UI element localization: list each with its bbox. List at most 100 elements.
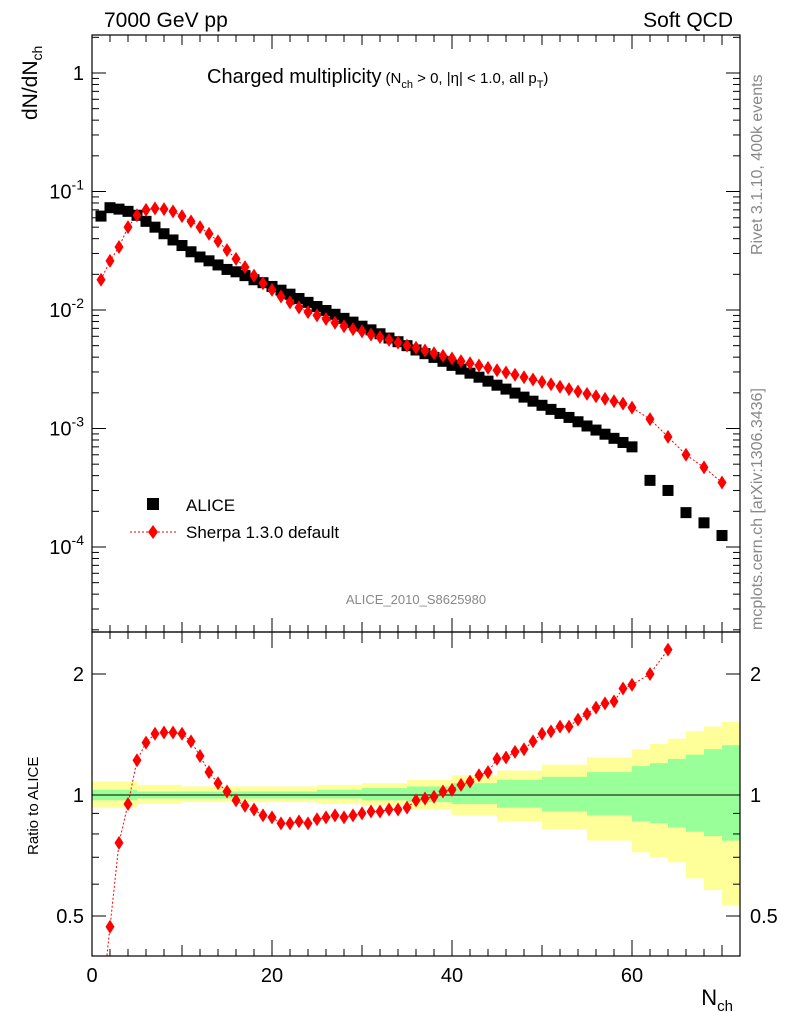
alice-point [572, 416, 584, 428]
sherpa-point [537, 374, 547, 389]
ratio-point [195, 749, 205, 764]
ratio-point [285, 816, 295, 831]
sherpa-point [645, 412, 655, 427]
alice-point [176, 240, 188, 252]
sherpa-point [699, 460, 709, 475]
ratio-point [97, 1004, 106, 1018]
ratio-panel: Ratio to ALICE Nch 0 20 40 60 0.5 0.5 1 1 2 2 [25, 631, 778, 1018]
alice-point [680, 507, 692, 519]
alice-point [149, 221, 161, 233]
sherpa-point [366, 327, 376, 342]
legend-marker-alice [147, 498, 159, 510]
sherpa-point [681, 447, 691, 462]
ratio-point [600, 696, 610, 711]
ratio-ytick-label-right: 0.5 [750, 906, 778, 928]
sherpa-point [492, 363, 502, 378]
sherpa-point [465, 356, 475, 371]
ratio-point [330, 808, 340, 823]
alice-point [113, 203, 125, 215]
band-stat [587, 772, 632, 816]
alice-point [203, 255, 215, 267]
mcplots-label: mcplots.cern.ch [arXiv:1306.3436] [749, 388, 766, 630]
ratio-point [384, 802, 394, 817]
sherpa-point [249, 268, 259, 283]
sherpa-point [438, 348, 448, 363]
ratio-point [591, 700, 601, 715]
alice-point [194, 251, 206, 263]
alice-point [563, 411, 575, 423]
ratio-point [492, 751, 502, 766]
alice-point [329, 308, 341, 320]
sherpa-point [717, 475, 727, 490]
sherpa-point [258, 276, 268, 291]
ratio-point [303, 816, 313, 831]
ratio-ytick-label: 0.5 [56, 906, 84, 928]
sherpa-point [627, 400, 637, 415]
sherpa-point [114, 240, 124, 255]
sherpa-point [555, 379, 565, 394]
alice-point [167, 234, 179, 246]
alice-point [455, 363, 467, 375]
sherpa-point [474, 358, 484, 373]
sherpa-point [150, 201, 160, 216]
sherpa-point [321, 311, 331, 326]
alice-point [185, 246, 197, 258]
header-category: Soft QCD [643, 9, 733, 32]
sherpa-point [519, 370, 529, 385]
alice-point [698, 517, 710, 529]
ratio-point [546, 724, 556, 739]
ratio-point [258, 808, 268, 823]
header-energy: 7000 GeV pp [104, 9, 228, 32]
ratio-point [276, 816, 286, 831]
legend: ALICE Sherpa 1.3.0 default [130, 496, 339, 542]
sherpa-point [105, 253, 115, 268]
ratio-point [105, 919, 115, 934]
sherpa-point [582, 386, 592, 401]
alice-point [581, 420, 593, 432]
band-stat [542, 776, 587, 812]
ratio-point [132, 753, 142, 768]
alice-point [608, 432, 620, 444]
ratio-point [186, 734, 196, 749]
legend-label-alice: ALICE [186, 496, 235, 515]
alice-point [302, 296, 314, 308]
rivet-label: Rivet 3.1.10, 400k events [749, 74, 766, 255]
main-axis-ticks [91, 35, 741, 632]
sherpa-point [573, 384, 583, 399]
main-y-axis-label: dN/dNch [19, 46, 45, 120]
legend-label-sherpa: Sherpa 1.3.0 default [186, 523, 339, 542]
alice-point [662, 484, 674, 496]
analysis-watermark: ALICE_2010_S8625980 [346, 592, 486, 607]
ratio-point [159, 725, 169, 740]
ratio-ytick-label: 1 [73, 785, 84, 807]
ratio-point [618, 681, 628, 696]
ratio-point [537, 726, 547, 741]
xtick-label: 60 [621, 965, 643, 987]
alice-point [536, 399, 548, 411]
ratio-point [564, 719, 574, 734]
ratio-point [123, 796, 133, 811]
ratio-ytick-label-right: 1 [750, 785, 761, 807]
ytick-label-1e-1: 10-1 [49, 177, 84, 204]
ratio-point [339, 810, 349, 825]
main-frame [91, 34, 741, 633]
sherpa-point [222, 243, 232, 258]
ratio-point [438, 784, 448, 799]
sherpa-point [420, 343, 430, 358]
ytick-label-1: 1 [73, 63, 84, 85]
alice-point [482, 375, 494, 387]
sherpa-point [564, 382, 574, 397]
ratio-point [474, 768, 484, 783]
alice-point [311, 301, 323, 313]
sherpa-point [276, 289, 286, 304]
x-axis-label: Nch [701, 985, 733, 1015]
sherpa-point [357, 324, 367, 339]
ratio-sherpa-points [97, 642, 673, 1018]
sherpa-point [483, 360, 493, 375]
ratio-frame [91, 631, 741, 957]
alice-point [545, 403, 557, 415]
ratio-point [465, 774, 475, 789]
alice-point [554, 407, 566, 419]
ratio-point [150, 726, 160, 741]
sherpa-point [429, 346, 439, 361]
